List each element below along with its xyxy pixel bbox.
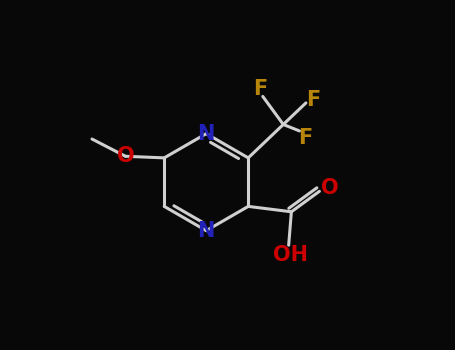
Text: O: O — [116, 146, 134, 166]
Text: O: O — [321, 178, 339, 198]
Text: F: F — [298, 128, 312, 148]
Text: N: N — [197, 124, 215, 144]
Text: F: F — [253, 79, 267, 99]
Text: OH: OH — [273, 245, 308, 265]
Text: N: N — [197, 220, 215, 241]
Text: F: F — [306, 90, 321, 110]
